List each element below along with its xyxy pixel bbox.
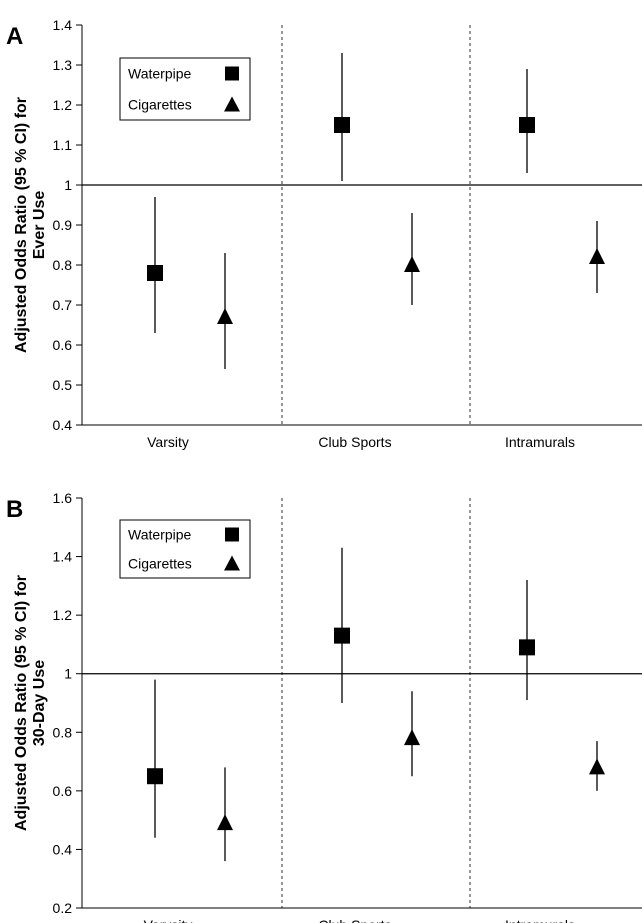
- x-tick-label: Club Sports: [318, 917, 391, 923]
- y-tick-label: 0.8: [53, 724, 73, 740]
- legend-marker-square: [225, 527, 239, 542]
- x-tick-label: Club Sports: [318, 434, 391, 450]
- y-tick-label: 1.1: [53, 137, 73, 153]
- y-axis-label: Adjusted Odds Ratio (95 % CI) for: [13, 97, 30, 353]
- panel-label: A: [6, 23, 23, 50]
- x-tick-label: Intramurals: [505, 434, 575, 450]
- legend-marker-triangle: [224, 96, 240, 112]
- y-tick-label: 0.5: [53, 377, 73, 393]
- data-point-triangle: [217, 308, 233, 324]
- y-axis-label: Ever Use: [31, 191, 48, 260]
- panel-label: B: [6, 496, 23, 523]
- legend-label: Cigarettes: [128, 97, 192, 113]
- legend-label: Cigarettes: [128, 556, 192, 572]
- legend-label: Waterpipe: [128, 66, 192, 82]
- y-axis-label: Adjusted Odds Ratio (95 % CI) for: [13, 575, 30, 831]
- data-point-triangle: [589, 758, 605, 775]
- y-tick-label: 0.4: [53, 417, 73, 433]
- legend-marker-triangle: [224, 555, 240, 571]
- data-point-triangle: [404, 729, 420, 746]
- data-point-square: [519, 117, 535, 133]
- legend: Waterpipe Cigarettes: [119, 57, 251, 121]
- y-tick-label: 0.6: [53, 337, 73, 353]
- data-point-triangle: [404, 256, 420, 272]
- chart-panel-b: B Adjusted Odds Ratio (95 % CI) for 30-Day…: [6, 490, 642, 923]
- y-tick-label: 0.9: [53, 217, 73, 233]
- x-tick-label: Varsity: [147, 434, 189, 450]
- legend: Waterpipe Cigarettes: [119, 519, 251, 579]
- data-point-square: [334, 627, 350, 644]
- y-tick-label: 0.2: [53, 900, 73, 916]
- data-point-square: [519, 639, 535, 656]
- y-tick-label: 1.2: [53, 97, 73, 113]
- y-tick-label: 0.4: [53, 841, 73, 857]
- y-tick-label: 1.4: [53, 549, 73, 565]
- legend-marker-square: [225, 66, 239, 81]
- y-tick-label: 0.6: [53, 783, 73, 799]
- y-tick-label: 1.6: [53, 490, 73, 506]
- data-point-triangle: [589, 248, 605, 264]
- y-tick-label: 0.7: [53, 297, 73, 313]
- x-tick-label: Intramurals: [505, 917, 575, 923]
- chart-panel-a: A Adjusted Odds Ratio (95 % CI) for Ever U…: [6, 17, 642, 450]
- y-axis-label: 30-Day Use: [31, 660, 48, 746]
- y-tick-label: 0.8: [53, 257, 73, 273]
- y-tick-label: 1.2: [53, 607, 73, 623]
- y-tick-label: 1.4: [53, 17, 73, 33]
- data-point-square: [334, 117, 350, 133]
- x-tick-label: Varvsity: [144, 917, 193, 923]
- y-tick-label: 1.3: [53, 57, 73, 73]
- data-point-square: [147, 768, 163, 785]
- data-point-triangle: [217, 814, 233, 831]
- y-tick-label: 1: [64, 177, 72, 193]
- y-tick-label: 1: [64, 666, 72, 682]
- legend-label: Waterpipe: [128, 527, 192, 543]
- data-point-square: [147, 265, 163, 281]
